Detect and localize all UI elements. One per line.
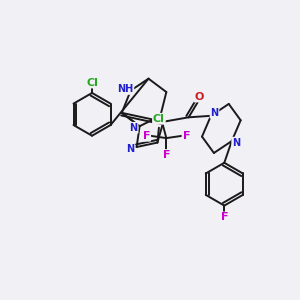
Text: F: F	[143, 131, 150, 141]
Text: Cl: Cl	[153, 114, 165, 124]
Text: F: F	[220, 212, 228, 223]
Text: NH: NH	[117, 84, 134, 94]
Text: N: N	[130, 123, 138, 133]
Text: N: N	[126, 144, 134, 154]
Text: N: N	[210, 108, 219, 118]
Text: Cl: Cl	[86, 77, 98, 88]
Text: O: O	[194, 92, 204, 101]
Text: N: N	[232, 138, 240, 148]
Text: F: F	[182, 131, 190, 141]
Text: F: F	[163, 150, 170, 160]
